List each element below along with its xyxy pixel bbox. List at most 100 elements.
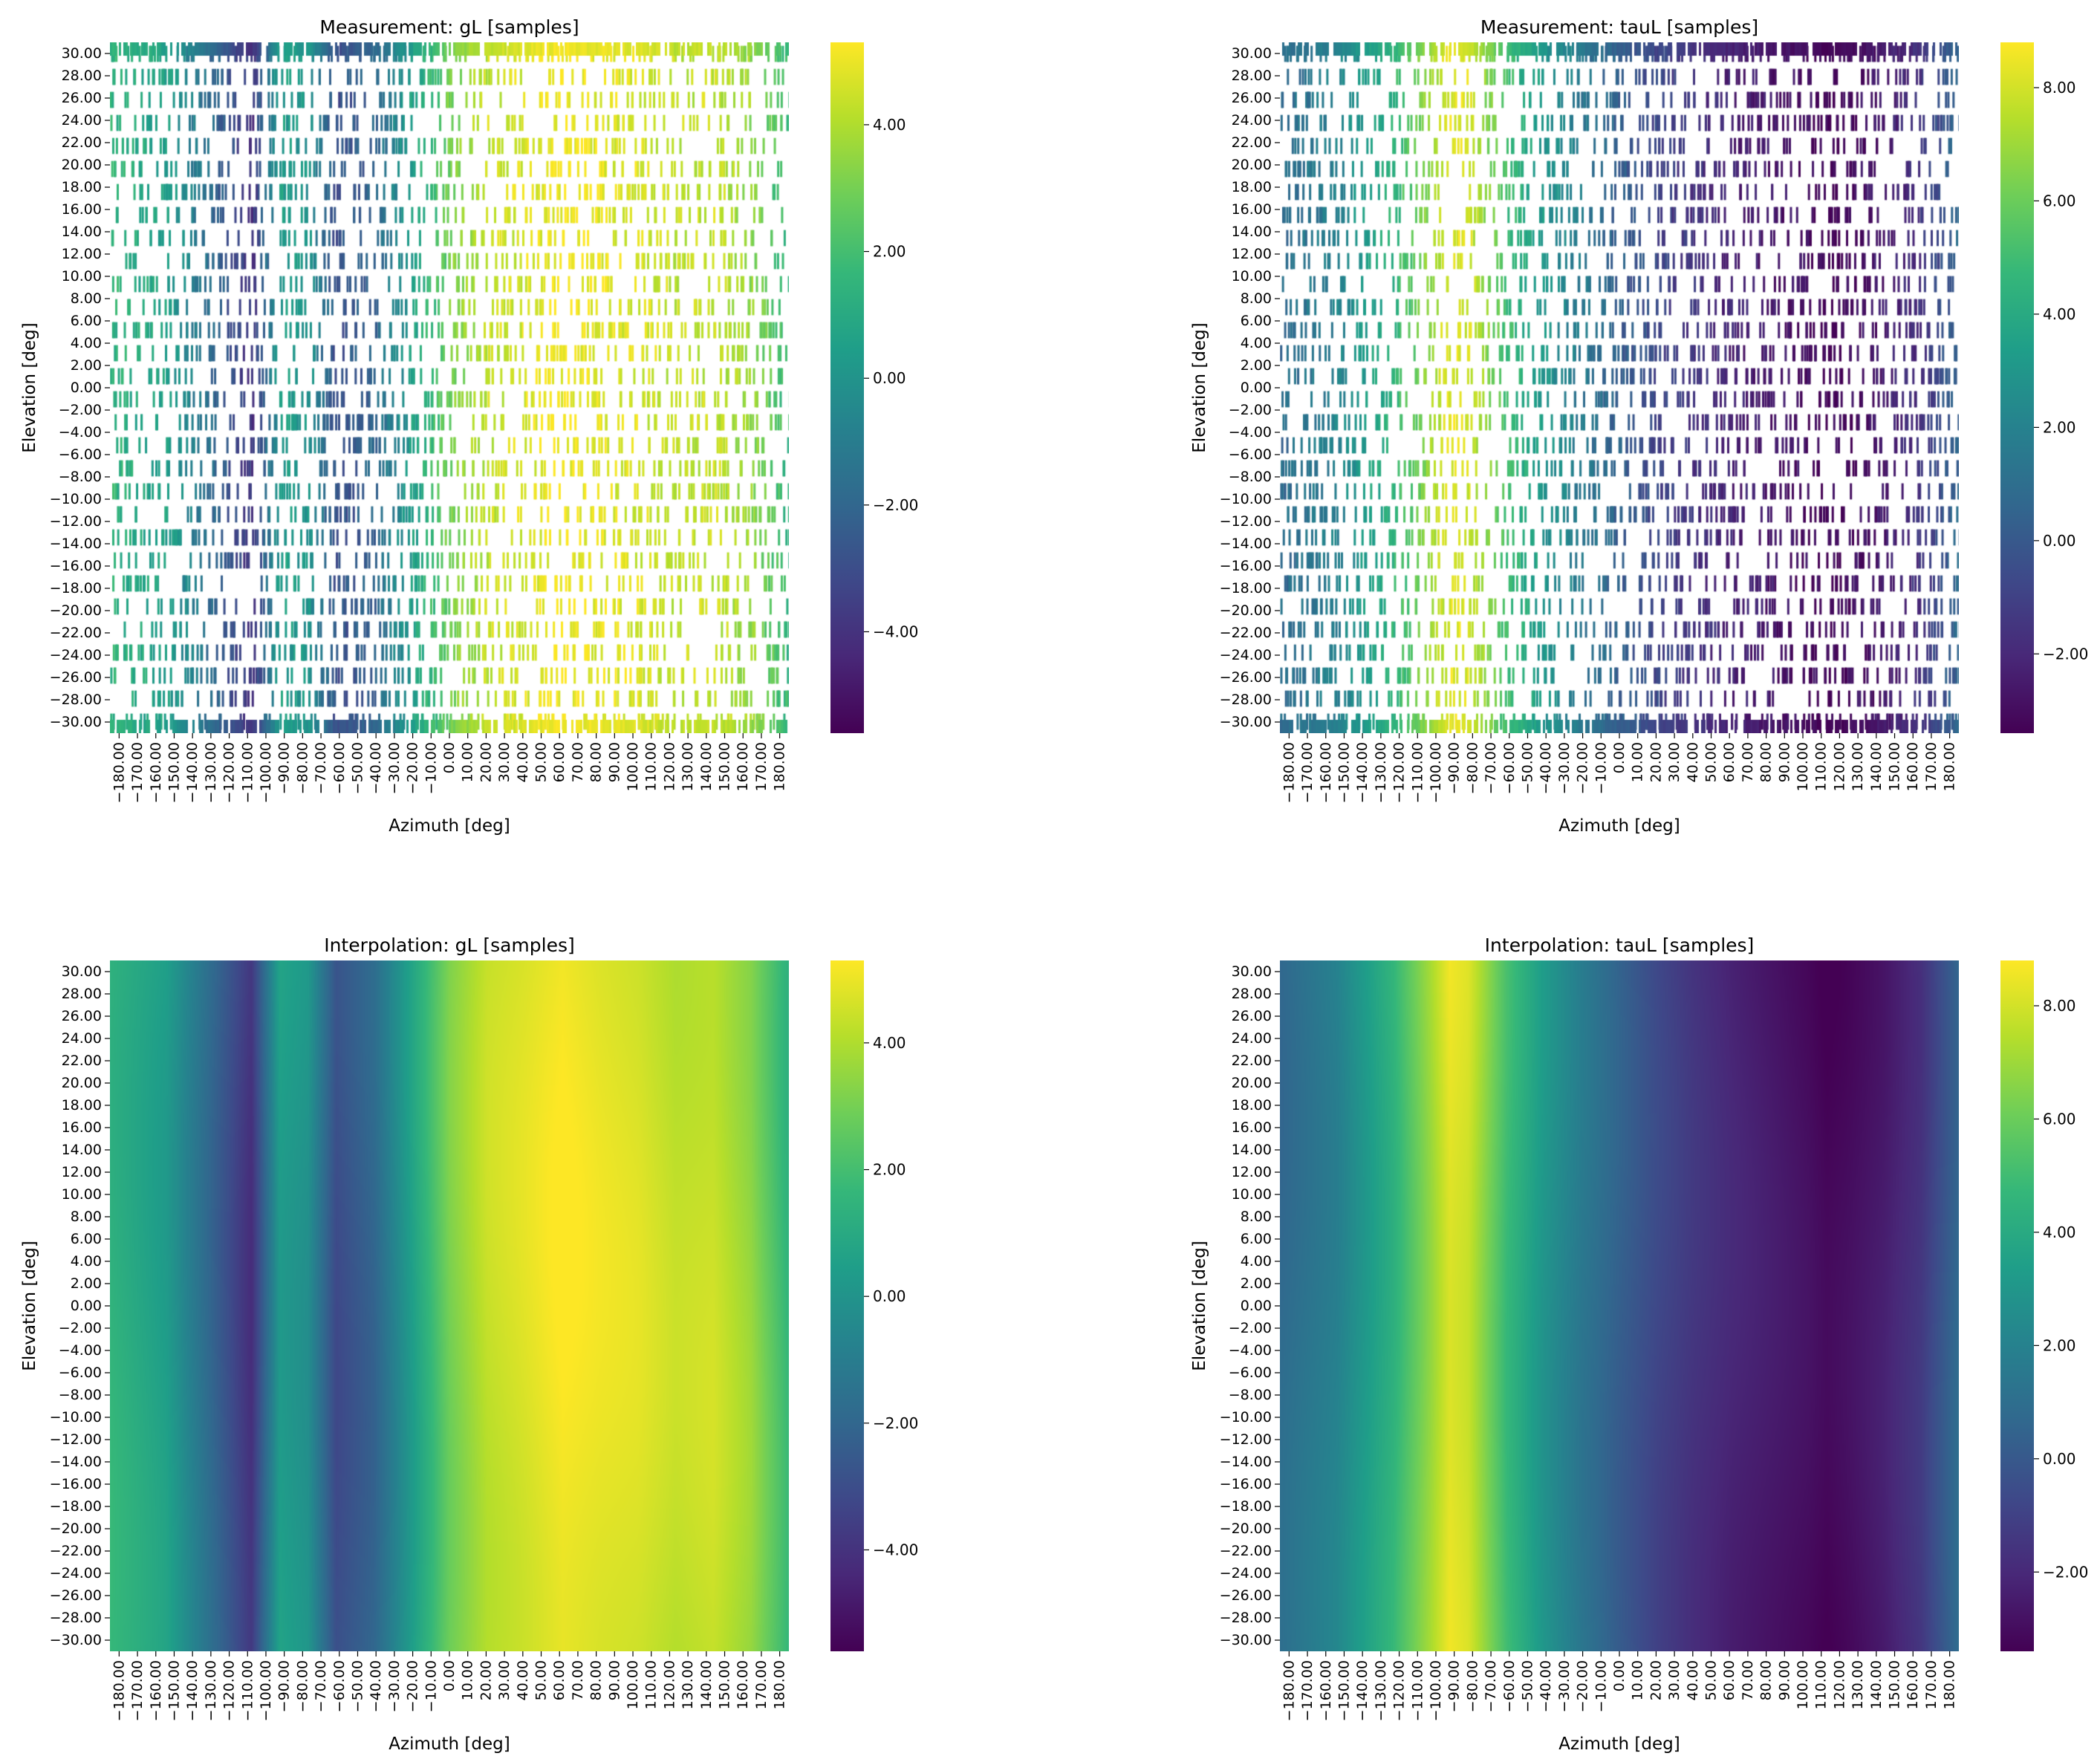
x-tick-label: −20.00 [1575,1660,1591,1712]
x-tick-label: 170.00 [1923,742,1940,791]
x-tick-label: −140.00 [184,742,201,803]
x-tick-label: −30.00 [386,742,403,794]
y-tick-label: −26.00 [1220,669,1272,686]
x-tick-label: 80.00 [588,1660,605,1700]
x-tick-label: 150.00 [717,1660,733,1709]
x-tick-label: 50.00 [1703,1660,1720,1700]
y-tick-label: −16.00 [1220,558,1272,574]
colorbar-tick-label: 4.00 [873,116,906,134]
y-tick-label: −14.00 [1220,1454,1272,1470]
x-tick-label: −80.00 [1464,1660,1480,1712]
x-tick-label: −10.00 [423,742,439,794]
colorbar-tick-label: 4.00 [2043,1223,2076,1241]
x-tick-label: −50.00 [1519,1660,1535,1712]
y-tick-label: −4.00 [1229,1342,1272,1359]
x-tick-label: 30.00 [496,1660,513,1700]
y-tick-label: −20.00 [1220,1521,1272,1537]
y-tick-label: −10.00 [1220,1409,1272,1425]
y-tick-label: −2.00 [1229,1320,1272,1336]
x-tick-label: 160.00 [735,1660,751,1709]
y-tick-label: −16.00 [50,558,102,574]
y-tick-label: 28.00 [62,68,102,84]
y-axis-label: Elevation [deg] [1190,322,1209,452]
y-tick-label: −16.00 [50,1476,102,1492]
y-tick-label: −12.00 [50,1431,102,1448]
y-tick-label: 18.00 [62,179,102,195]
x-tick-label: −40.00 [368,1660,384,1712]
y-tick-label: 16.00 [62,1119,102,1136]
x-tick-label: 10.00 [460,1660,476,1700]
x-tick-label: −130.00 [203,742,219,803]
y-tick-label: 10.00 [1232,268,1272,285]
x-tick-label: 140.00 [1868,742,1885,791]
x-tick-label: 140.00 [698,742,715,791]
y-tick-label: 16.00 [1232,201,1272,218]
y-tick-label: 22.00 [62,1053,102,1069]
y-tick-label: 0.00 [1241,1298,1272,1314]
x-tick-label: −170.00 [1299,1660,1316,1721]
colorbar [2000,960,2034,1651]
x-tick-label: 120.00 [661,742,677,791]
x-tick-label: −180.00 [111,742,127,803]
y-tick-label: 30.00 [62,45,102,62]
y-tick-label: 4.00 [71,335,102,351]
x-tick-label: −180.00 [111,1660,127,1721]
x-tick-label: 150.00 [717,742,733,791]
chart-title: Measurement: gL [samples] [319,16,579,38]
y-tick-label: 12.00 [1232,246,1272,262]
x-tick-label: 20.00 [1648,1660,1664,1700]
x-tick-label: −100.00 [258,742,274,803]
x-tick-label: 110.00 [643,742,660,791]
colorbar [2000,42,2034,733]
y-tick-label: 2.00 [71,1275,102,1292]
x-tick-label: 40.00 [1685,1660,1701,1700]
x-tick-label: −150.00 [1336,1660,1352,1721]
heatmap-image [1280,960,1959,1651]
y-tick-label: −26.00 [1220,1587,1272,1604]
colorbar-tick-label: −4.00 [873,622,918,640]
y-tick-label: 4.00 [1241,1253,1272,1269]
y-tick-label: −6.00 [1229,1365,1272,1381]
heatmap-image [110,960,789,1651]
x-tick-label: 40.00 [1685,742,1701,782]
x-tick-label: −10.00 [1593,1660,1609,1712]
y-tick-label: −8.00 [1229,469,1272,485]
x-tick-label: −120.00 [1391,1660,1408,1721]
y-tick-label: 6.00 [71,313,102,329]
y-tick-label: 30.00 [1232,45,1272,62]
x-tick-label: 50.00 [533,742,550,782]
y-tick-label: −18.00 [50,1498,102,1515]
y-tick-label: −22.00 [50,625,102,641]
y-tick-label: −14.00 [50,536,102,552]
x-tick-label: −130.00 [1373,1660,1389,1721]
y-tick-label: 22.00 [1232,134,1272,151]
heatmap-image [110,42,789,733]
colorbar [830,960,864,1651]
y-axis-label: Elevation [deg] [1190,1241,1209,1371]
y-tick-label: 8.00 [1241,290,1272,307]
x-tick-label: −120.00 [221,1660,238,1721]
y-tick-label: 18.00 [1232,1097,1272,1113]
y-axis-label: Elevation [deg] [20,1241,39,1371]
y-tick-label: 24.00 [1232,112,1272,129]
x-tick-label: −60.00 [331,1660,348,1712]
x-tick-label: 150.00 [1887,1660,1903,1709]
x-tick-label: 40.00 [515,742,531,782]
x-tick-label: 60.00 [551,742,568,782]
x-tick-label: 120.00 [661,1660,677,1709]
x-tick-label: 110.00 [1813,742,1830,791]
x-tick-label: −170.00 [1299,742,1316,803]
y-tick-label: 14.00 [1232,1142,1272,1158]
x-tick-label: 10.00 [460,742,476,782]
x-tick-label: 140.00 [698,1660,715,1709]
y-tick-label: 18.00 [62,1097,102,1113]
y-tick-label: −28.00 [50,692,102,708]
x-tick-label: −40.00 [368,742,384,794]
x-tick-label: 60.00 [1721,742,1737,782]
x-tick-label: −80.00 [294,742,311,794]
x-tick-label: −70.00 [1483,742,1499,794]
x-tick-label: 90.00 [606,1660,622,1700]
y-tick-label: −28.00 [1220,1610,1272,1626]
x-tick-label: −170.00 [129,1660,146,1721]
x-tick-label: −50.00 [349,742,365,794]
